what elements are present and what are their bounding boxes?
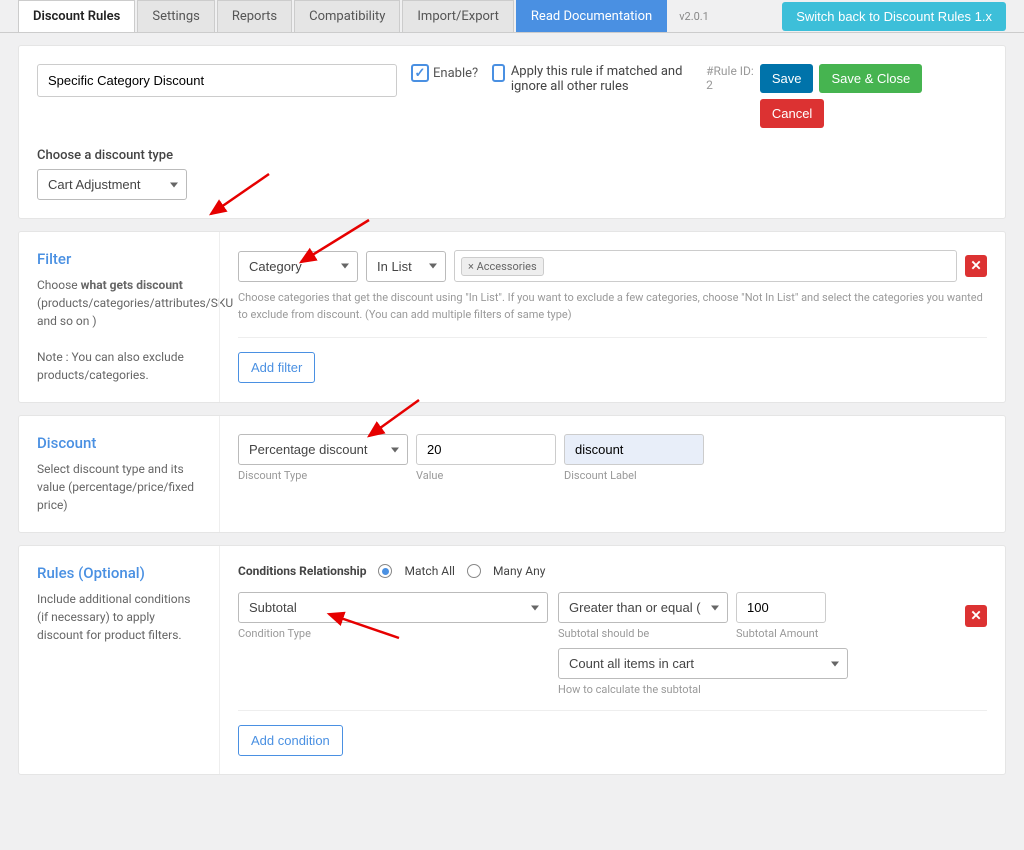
discount-type-label: Choose a discount type	[37, 148, 987, 163]
many-any-radio[interactable]	[467, 564, 481, 578]
ignore-checkbox-wrap[interactable]: Apply this rule if matched and ignore al…	[492, 64, 692, 94]
tab-discount-rules[interactable]: Discount Rules	[18, 0, 135, 32]
tabs-bar: Discount Rules Settings Reports Compatib…	[0, 0, 1024, 33]
subtotal-amount-sublabel: Subtotal Amount	[736, 627, 826, 640]
rules-section: Rules (Optional) Include additional cond…	[18, 545, 1006, 775]
rule-name-input[interactable]	[37, 64, 397, 97]
subtotal-calc-select[interactable]: Count all items in cart	[558, 648, 848, 679]
discount-title: Discount	[37, 434, 201, 452]
switch-version-button[interactable]: Switch back to Discount Rules 1.x	[782, 2, 1006, 31]
tab-settings[interactable]: Settings	[137, 0, 214, 32]
match-all-radio[interactable]	[378, 564, 392, 578]
enable-checkbox-icon	[411, 64, 429, 82]
tab-import-export[interactable]: Import/Export	[402, 0, 514, 32]
filter-desc: Choose what gets discount (products/cate…	[37, 276, 201, 384]
version-label: v2.0.1	[679, 10, 709, 23]
subtotal-calc-sublabel: How to calculate the subtotal	[558, 683, 987, 696]
condition-op-sublabel: Subtotal should be	[558, 627, 728, 640]
rule-id: #Rule ID: 2	[706, 64, 754, 92]
filter-title: Filter	[37, 250, 201, 268]
filter-type-select[interactable]: Category	[238, 251, 358, 282]
filter-tag-item[interactable]: × Accessories	[461, 257, 544, 276]
filter-delete-button[interactable]: ✕	[965, 255, 987, 277]
discount-type-sublabel: Discount Type	[238, 469, 408, 482]
filter-tags-input[interactable]: × Accessories	[454, 250, 957, 282]
save-button[interactable]: Save	[760, 64, 814, 93]
discount-label-input[interactable]	[564, 434, 704, 465]
rules-desc: Include additional conditions (if necess…	[37, 590, 201, 644]
tab-read-documentation[interactable]: Read Documentation	[516, 0, 667, 32]
ignore-checkbox-icon	[492, 64, 505, 82]
discount-type-select[interactable]: Cart Adjustment	[37, 169, 187, 200]
filter-hint: Choose categories that get the discount …	[238, 290, 987, 323]
many-any-label: Many Any	[493, 564, 545, 578]
discount-value-input[interactable]	[416, 434, 556, 465]
add-condition-button[interactable]: Add condition	[238, 725, 343, 756]
discount-value-sublabel: Value	[416, 469, 556, 482]
rule-header-panel: Enable? Apply this rule if matched and i…	[18, 45, 1006, 219]
discount-section: Discount Select discount type and its va…	[18, 415, 1006, 533]
condition-delete-button[interactable]: ✕	[965, 605, 987, 627]
discount-type-select2[interactable]: Percentage discount	[238, 434, 408, 465]
ignore-label: Apply this rule if matched and ignore al…	[511, 64, 692, 94]
filter-section: Filter Choose what gets discount (produc…	[18, 231, 1006, 403]
filter-operator-select[interactable]: In List	[366, 251, 446, 282]
enable-label: Enable?	[433, 66, 478, 81]
discount-label-sublabel: Discount Label	[564, 469, 704, 482]
tab-compatibility[interactable]: Compatibility	[294, 0, 400, 32]
add-filter-button[interactable]: Add filter	[238, 352, 315, 383]
tab-reports[interactable]: Reports	[217, 0, 292, 32]
rules-title: Rules (Optional)	[37, 564, 201, 582]
cancel-button[interactable]: Cancel	[760, 99, 824, 128]
discount-desc: Select discount type and its value (perc…	[37, 460, 201, 514]
divider	[238, 337, 987, 338]
enable-checkbox-wrap[interactable]: Enable?	[411, 64, 478, 82]
condition-type-sublabel: Condition Type	[238, 627, 548, 640]
subtotal-amount-input[interactable]	[736, 592, 826, 623]
condition-type-select[interactable]: Subtotal	[238, 592, 548, 623]
divider	[238, 710, 987, 711]
relationship-label: Conditions Relationship	[238, 564, 366, 578]
condition-operator-select[interactable]: Greater than or equal ( >= )	[558, 592, 728, 623]
save-close-button[interactable]: Save & Close	[819, 64, 922, 93]
match-all-label: Match All	[404, 564, 454, 578]
